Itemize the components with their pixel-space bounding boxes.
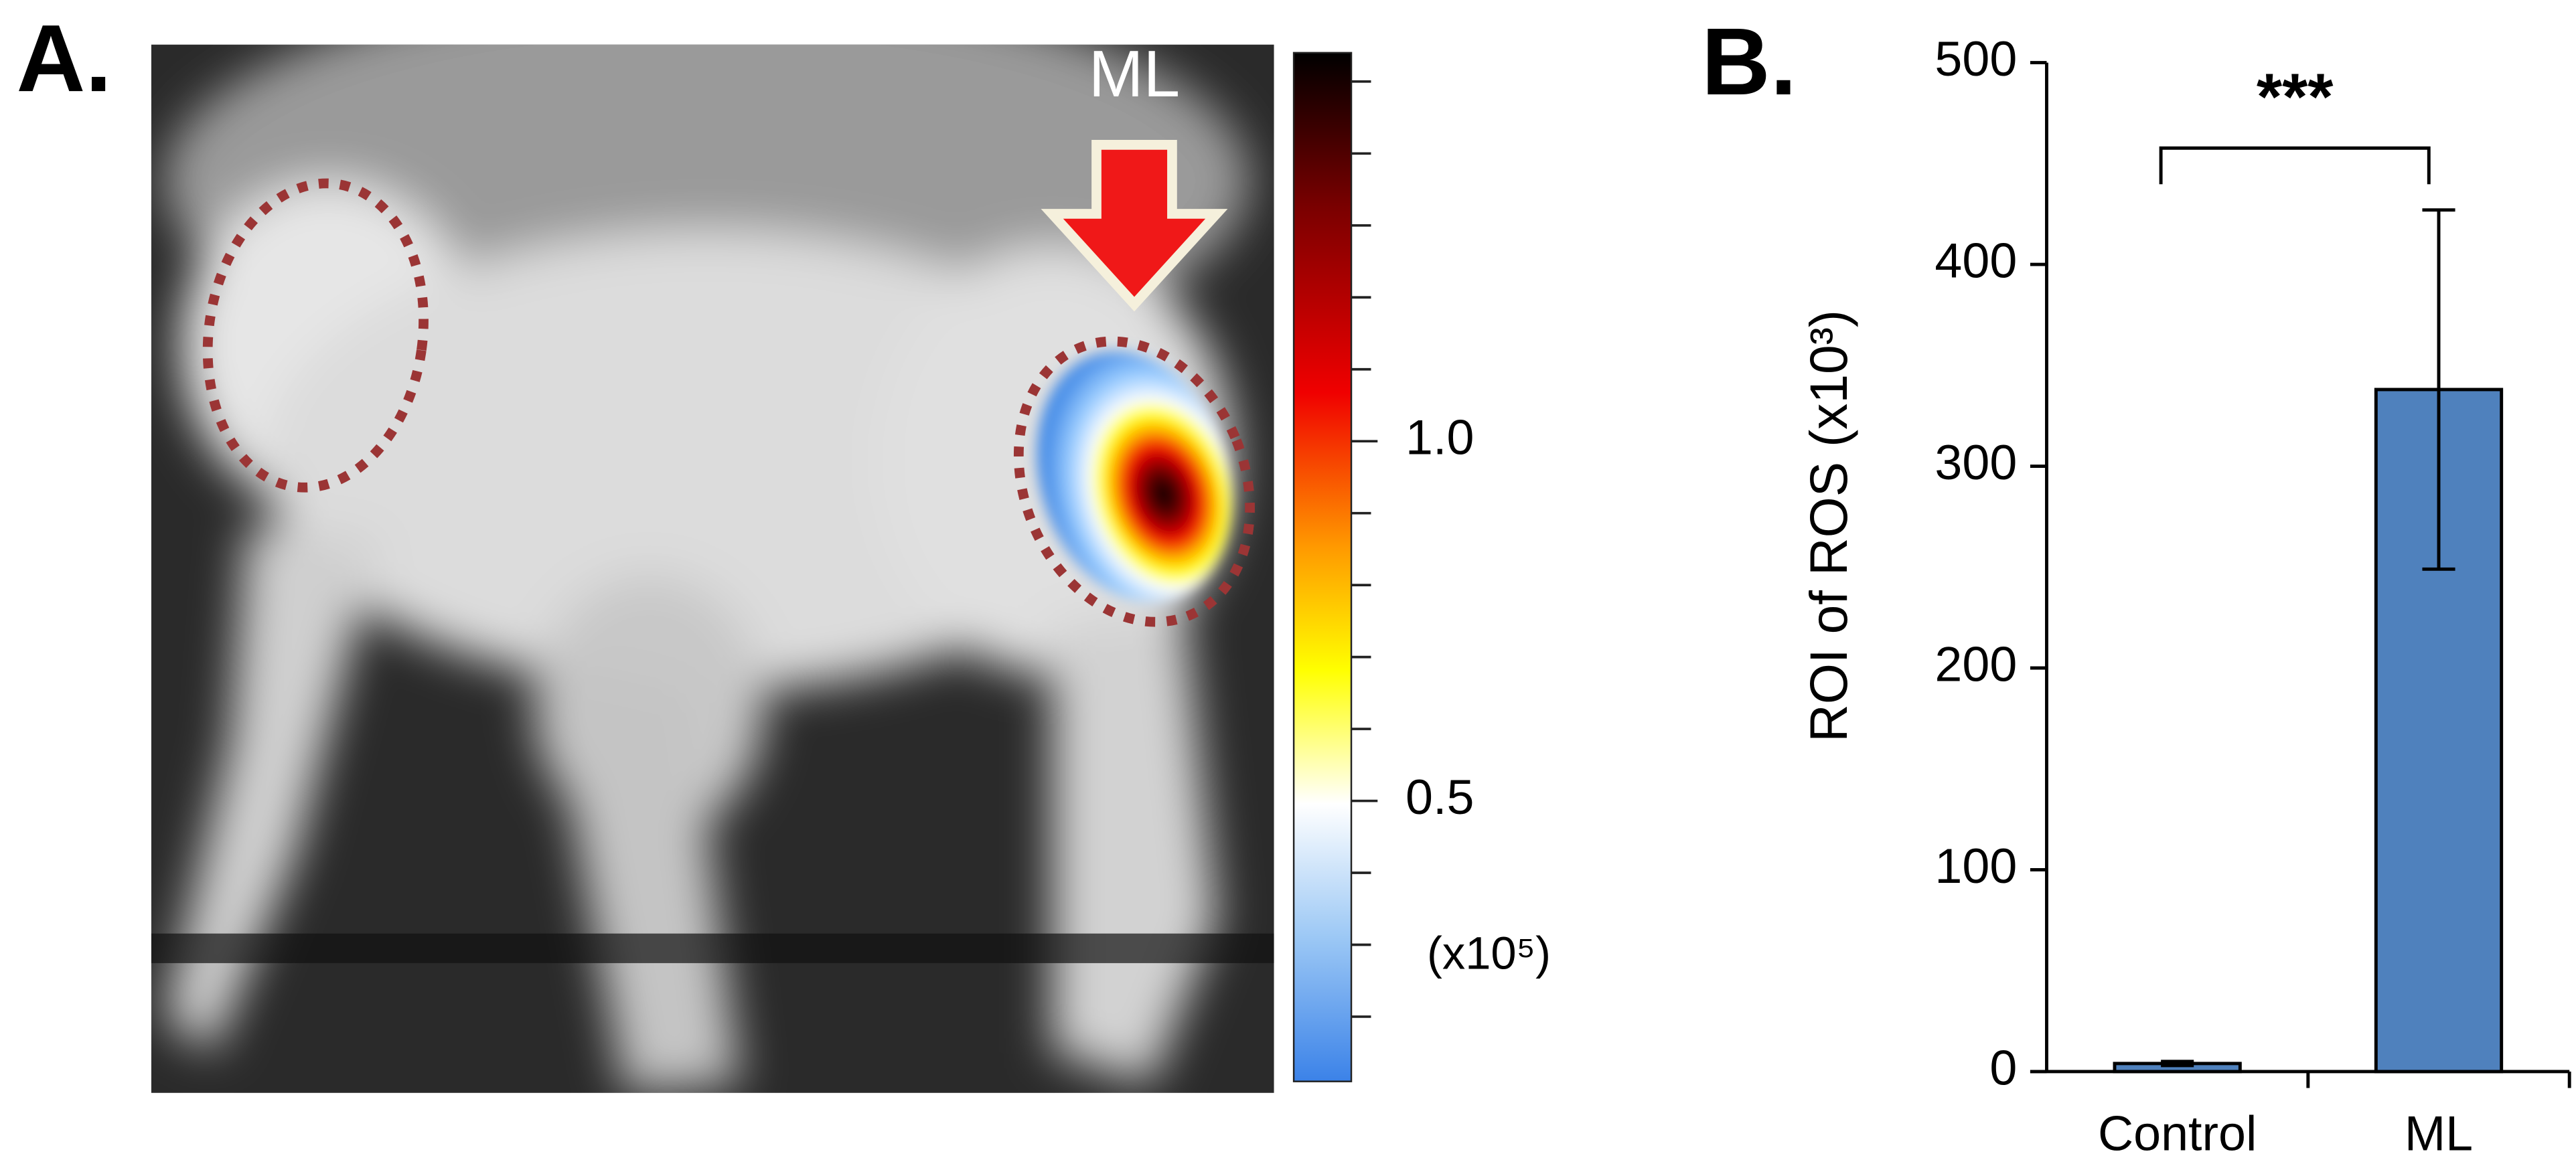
y-tick-label: 500 xyxy=(1935,31,2017,86)
x-tick-label: ML xyxy=(2405,1106,2473,1161)
bar-chart: 0 100 200 300 400 500 Control ML *** xyxy=(1935,31,2571,1161)
panel-label: A. xyxy=(17,5,112,112)
error-bar xyxy=(2161,1060,2194,1068)
colorbar-tick-label: 1.0 xyxy=(1406,410,1474,465)
y-tick-label: 100 xyxy=(1935,838,2017,894)
colorbar-unit: (x10⁵) xyxy=(1427,927,1551,979)
colorbar-ticks: 1.0 0.5 xyxy=(1351,80,1474,1018)
y-tick-label: 400 xyxy=(1935,233,2017,288)
arrow-label: ML xyxy=(1089,37,1180,110)
error-bar xyxy=(2422,208,2455,571)
colorbar-tick-label: 0.5 xyxy=(1406,769,1474,825)
x-tick-label: Control xyxy=(2098,1106,2257,1161)
y-tick-label: 300 xyxy=(1935,434,2017,490)
significance-label: *** xyxy=(2257,60,2334,133)
colorbar xyxy=(1292,52,1353,1082)
y-tick-label: 0 xyxy=(1989,1039,2017,1095)
significance-bracket xyxy=(2159,146,2431,185)
panel-label: B. xyxy=(1701,9,1797,115)
y-tick-label: 200 xyxy=(1935,636,2017,691)
photo xyxy=(151,44,1274,1093)
y-axis-label: ROI of ROS (x10³) xyxy=(1799,310,1858,742)
